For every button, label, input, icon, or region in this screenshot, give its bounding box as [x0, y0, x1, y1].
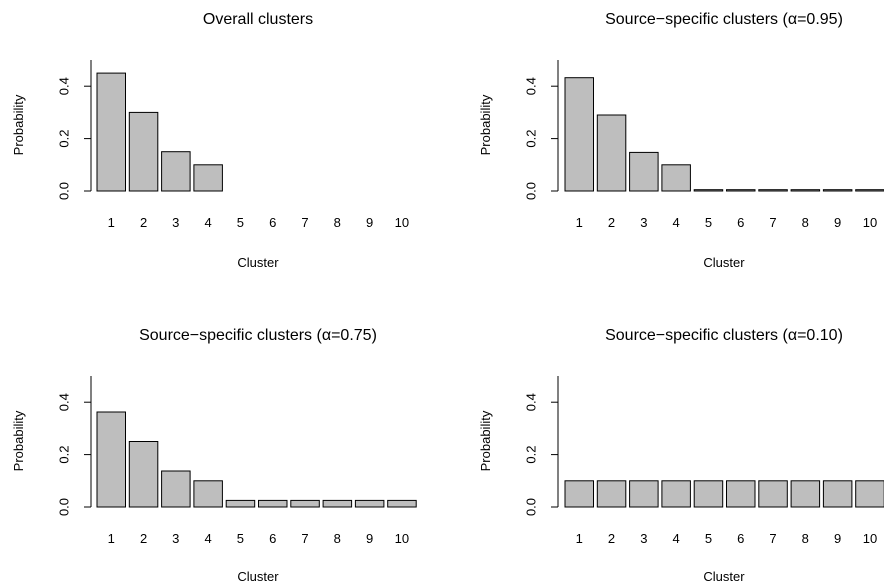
bar-cluster-9 [822, 480, 853, 508]
y-axis-label: Probability [11, 94, 26, 155]
x-axis-label: Cluster [237, 569, 279, 584]
x-tick-label: 10 [863, 531, 877, 546]
x-tick-label: 8 [802, 531, 809, 546]
x-tick-label: 5 [705, 215, 712, 230]
bar-cluster-4 [661, 164, 691, 192]
bar-cluster-10 [855, 189, 884, 192]
x-tick-label: 6 [737, 215, 744, 230]
y-tick-label: 0.2 [524, 446, 539, 464]
x-tick-label: 2 [140, 531, 147, 546]
bar-cluster-2 [128, 441, 159, 508]
x-tick-label: 3 [640, 215, 647, 230]
y-tick-label: 0.2 [57, 130, 72, 148]
bar-cluster-6 [726, 189, 756, 192]
bar-cluster-3 [629, 151, 659, 192]
x-tick-label: 5 [237, 215, 244, 230]
y-axis-label: Probability [478, 94, 493, 155]
x-axis-label: Cluster [703, 569, 745, 584]
x-tick-label: 4 [672, 531, 679, 546]
chart-title: Overall clusters [203, 11, 313, 28]
x-tick-label: 7 [769, 531, 776, 546]
x-tick-label: 9 [834, 531, 841, 546]
bar-cluster-5 [225, 499, 256, 508]
x-tick-label: 7 [769, 215, 776, 230]
bar-cluster-3 [629, 480, 659, 508]
bar-cluster-9 [822, 189, 853, 192]
y-tick-label: 0.0 [524, 182, 539, 200]
x-tick-label: 4 [672, 215, 679, 230]
bar-cluster-7 [758, 480, 788, 508]
bar-cluster-6 [258, 499, 288, 508]
y-tick-label: 0.2 [524, 130, 539, 148]
bar-cluster-8 [790, 189, 821, 192]
bar-cluster-1 [564, 480, 594, 508]
y-tick-label: 0.4 [57, 393, 72, 411]
chart-title: Source−specific clusters (α=0.75) [139, 327, 377, 344]
x-tick-label: 8 [802, 215, 809, 230]
bar-cluster-7 [758, 189, 788, 192]
y-axis-label: Probability [478, 410, 493, 471]
bar-cluster-1 [96, 411, 126, 508]
x-tick-label: 7 [301, 215, 308, 230]
x-tick-label: 4 [204, 215, 211, 230]
x-tick-label: 3 [172, 215, 179, 230]
y-axis-label: Probability [11, 410, 26, 471]
x-tick-label: 8 [334, 215, 341, 230]
x-tick-label: 1 [108, 215, 115, 230]
x-tick-label: 6 [737, 531, 744, 546]
x-tick-label: 6 [269, 531, 276, 546]
y-tick-label: 0.2 [57, 446, 72, 464]
chart-title: Source−specific clusters (α=0.10) [605, 327, 843, 344]
bar-cluster-9 [354, 499, 385, 508]
x-tick-label: 6 [269, 215, 276, 230]
x-tick-label: 5 [705, 531, 712, 546]
bar-cluster-2 [596, 480, 627, 508]
x-tick-label: 2 [608, 531, 615, 546]
x-tick-label: 9 [366, 215, 373, 230]
x-tick-label: 3 [640, 531, 647, 546]
bar-cluster-4 [193, 480, 223, 508]
bar-cluster-10 [387, 499, 417, 508]
x-tick-label: 9 [834, 215, 841, 230]
y-tick-label: 0.4 [524, 77, 539, 95]
y-tick-label: 0.4 [524, 393, 539, 411]
bar-cluster-1 [96, 72, 126, 192]
y-tick-label: 0.0 [57, 182, 72, 200]
bar-cluster-3 [161, 151, 191, 192]
y-tick-label: 0.4 [57, 77, 72, 95]
bar-cluster-7 [290, 499, 320, 508]
x-tick-label: 2 [608, 215, 615, 230]
x-tick-label: 10 [863, 215, 877, 230]
x-tick-label: 5 [237, 531, 244, 546]
bar-cluster-8 [790, 480, 821, 508]
bar-cluster-4 [193, 164, 223, 192]
chart-title: Source−specific clusters (α=0.95) [605, 11, 843, 28]
x-tick-label: 10 [395, 215, 409, 230]
x-axis-label: Cluster [237, 255, 279, 270]
bar-cluster-3 [161, 470, 191, 508]
bar-cluster-2 [596, 114, 627, 192]
x-tick-label: 4 [204, 531, 211, 546]
x-axis-label: Cluster [703, 255, 745, 270]
x-tick-label: 1 [576, 531, 583, 546]
y-tick-label: 0.0 [57, 498, 72, 516]
bar-cluster-5 [693, 480, 724, 508]
bar-cluster-6 [726, 480, 756, 508]
y-tick-label: 0.0 [524, 498, 539, 516]
x-tick-label: 9 [366, 531, 373, 546]
x-tick-label: 8 [334, 531, 341, 546]
x-tick-label: 1 [576, 215, 583, 230]
x-tick-label: 2 [140, 215, 147, 230]
bar-cluster-2 [128, 111, 159, 192]
x-tick-label: 1 [108, 531, 115, 546]
bar-cluster-5 [693, 189, 724, 192]
bar-cluster-1 [564, 77, 594, 192]
x-tick-label: 10 [395, 531, 409, 546]
bar-cluster-10 [855, 480, 884, 508]
x-tick-label: 7 [301, 531, 308, 546]
x-tick-label: 3 [172, 531, 179, 546]
bar-cluster-8 [322, 499, 353, 508]
bar-cluster-4 [661, 480, 691, 508]
